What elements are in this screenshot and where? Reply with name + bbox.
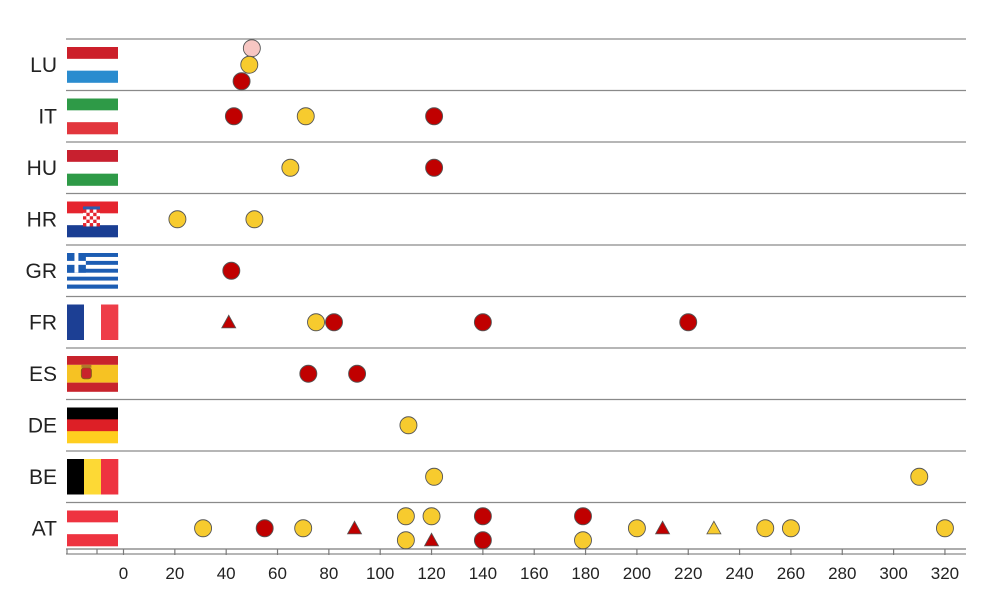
circle-marker-fr xyxy=(307,313,325,332)
circle-marker-fr xyxy=(325,313,343,332)
triangle-marker-at xyxy=(346,520,363,535)
circle-marker-be xyxy=(425,467,444,486)
row-label-de: DE xyxy=(28,414,57,437)
austria-flag-icon xyxy=(67,510,118,547)
circle-marker-fr xyxy=(679,313,698,332)
circle-marker-lu xyxy=(240,55,259,74)
triangle-marker-at xyxy=(654,520,671,535)
x-tick-label: 220 xyxy=(674,564,702,583)
row-label-hu: HU xyxy=(27,157,57,180)
x-tick-label: 80 xyxy=(319,564,338,583)
x-tick-label: 180 xyxy=(571,564,599,583)
circle-marker-es xyxy=(299,364,318,383)
data-points xyxy=(168,39,954,550)
triangle-marker-at xyxy=(706,520,722,535)
circle-marker-it xyxy=(425,107,444,126)
circle-marker-at xyxy=(473,531,492,550)
circle-marker-at xyxy=(294,519,313,538)
circle-marker-at xyxy=(627,519,646,538)
flags-layer: LU IT HU HR GR FR ES DE BE AT xyxy=(26,47,119,547)
circle-marker-hr xyxy=(168,210,187,229)
circle-marker-at xyxy=(574,507,592,526)
row-label-at: AT xyxy=(32,517,57,540)
x-tick-label: 140 xyxy=(469,564,497,583)
italy-flag-icon xyxy=(67,98,118,135)
row-label-lu: LU xyxy=(30,54,57,77)
circle-marker-de xyxy=(399,416,418,435)
circle-marker-it xyxy=(224,107,243,126)
circle-marker-at xyxy=(756,519,775,538)
x-tick-label: 60 xyxy=(268,564,287,583)
circle-marker-lu xyxy=(232,72,251,91)
x-tick-label: 160 xyxy=(520,564,548,583)
circle-marker-hu xyxy=(281,158,300,177)
circle-marker-fr xyxy=(473,313,492,332)
triangle-marker-fr xyxy=(221,314,237,329)
x-tick-label: 0 xyxy=(119,564,128,583)
triangle-marker-at xyxy=(423,532,440,547)
hungary-flag-icon xyxy=(67,150,118,186)
circle-marker-at xyxy=(781,519,800,538)
circle-marker-lu xyxy=(242,39,261,58)
circle-marker-at xyxy=(473,507,492,526)
row-label-hr: HR xyxy=(27,208,57,231)
circle-marker-gr xyxy=(222,261,241,280)
circle-marker-at xyxy=(255,519,274,538)
x-tick-label: 320 xyxy=(931,564,959,583)
germany-flag-icon xyxy=(67,407,118,444)
row-label-gr: GR xyxy=(26,260,58,283)
spain-flag-icon xyxy=(67,356,118,392)
x-tick-label: 200 xyxy=(623,564,651,583)
circle-marker-at xyxy=(574,531,592,550)
circle-marker-at xyxy=(422,507,441,526)
x-tick-label: 300 xyxy=(879,564,907,583)
row-label-it: IT xyxy=(38,105,57,128)
luxembourg-flag-icon xyxy=(67,47,118,83)
x-axis: 0 20 40 60 80 100 120 140 160 180 200 220 240 260 280 3… xyxy=(66,548,966,583)
x-tick-label: 40 xyxy=(217,564,236,583)
x-tick-label: 100 xyxy=(366,564,394,583)
belgium-flag-icon xyxy=(67,459,119,495)
row-label-es: ES xyxy=(29,363,57,386)
france-flag-icon xyxy=(67,304,119,340)
x-tick-label: 280 xyxy=(828,564,856,583)
circle-marker-at xyxy=(396,531,415,550)
x-tick-label: 240 xyxy=(725,564,753,583)
circle-marker-hr xyxy=(245,210,264,229)
circle-marker-at xyxy=(396,507,415,526)
circle-marker-at xyxy=(194,519,213,538)
circle-marker-be xyxy=(910,467,929,486)
greece-flag-icon xyxy=(67,253,118,289)
row-label-fr: FR xyxy=(29,311,57,334)
croatia-flag-icon xyxy=(67,201,118,238)
circle-marker-it xyxy=(296,107,315,126)
circle-marker-hu xyxy=(425,158,444,177)
rows-layer xyxy=(66,38,966,555)
x-tick-label: 20 xyxy=(165,564,184,583)
circle-marker-at xyxy=(935,519,954,538)
circle-marker-es xyxy=(348,364,367,383)
x-tick-label: 260 xyxy=(777,564,805,583)
row-label-be: BE xyxy=(29,466,57,489)
x-tick-label: 120 xyxy=(417,564,445,583)
